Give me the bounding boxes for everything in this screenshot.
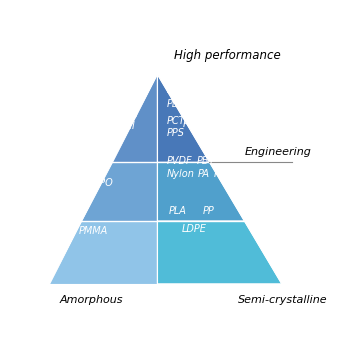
Text: PBT: PBT: [196, 156, 215, 166]
Text: PAR: PAR: [79, 169, 97, 179]
Polygon shape: [112, 74, 157, 162]
Polygon shape: [157, 221, 282, 284]
Text: PPS: PPS: [167, 128, 185, 138]
Text: PC: PC: [57, 163, 69, 173]
Polygon shape: [49, 221, 157, 284]
Polygon shape: [157, 162, 244, 221]
Text: PI: PI: [187, 110, 196, 120]
Text: PEEK: PEEK: [167, 99, 191, 109]
Text: PP: PP: [203, 206, 215, 216]
Text: ASA: ASA: [53, 202, 73, 212]
Text: Nylon: Nylon: [167, 169, 194, 179]
Text: LDPE: LDPE: [181, 224, 207, 233]
Text: High performance: High performance: [174, 49, 281, 62]
Text: PA: PA: [198, 169, 210, 179]
Text: Amorphous: Amorphous: [60, 295, 123, 305]
Text: LCP: LCP: [167, 85, 185, 95]
Text: MPPO: MPPO: [86, 178, 113, 188]
Text: PPSU: PPSU: [114, 110, 139, 120]
Text: PPA: PPA: [183, 119, 201, 129]
Polygon shape: [157, 74, 209, 162]
Text: PEI: PEI: [121, 121, 135, 131]
Text: PMMA: PMMA: [79, 225, 108, 236]
Text: PVC: PVC: [53, 225, 72, 236]
Text: PLA: PLA: [169, 206, 186, 216]
Text: ABS: ABS: [64, 212, 83, 222]
Text: PSU: PSU: [69, 156, 89, 166]
Text: Engineering: Engineering: [245, 147, 311, 157]
Polygon shape: [81, 162, 157, 221]
Text: PCT: PCT: [167, 116, 185, 126]
Text: PET: PET: [214, 169, 232, 179]
Text: PVDF: PVDF: [167, 156, 192, 166]
Text: Semi-crystalline: Semi-crystalline: [238, 295, 328, 305]
Text: PES: PES: [121, 99, 139, 109]
